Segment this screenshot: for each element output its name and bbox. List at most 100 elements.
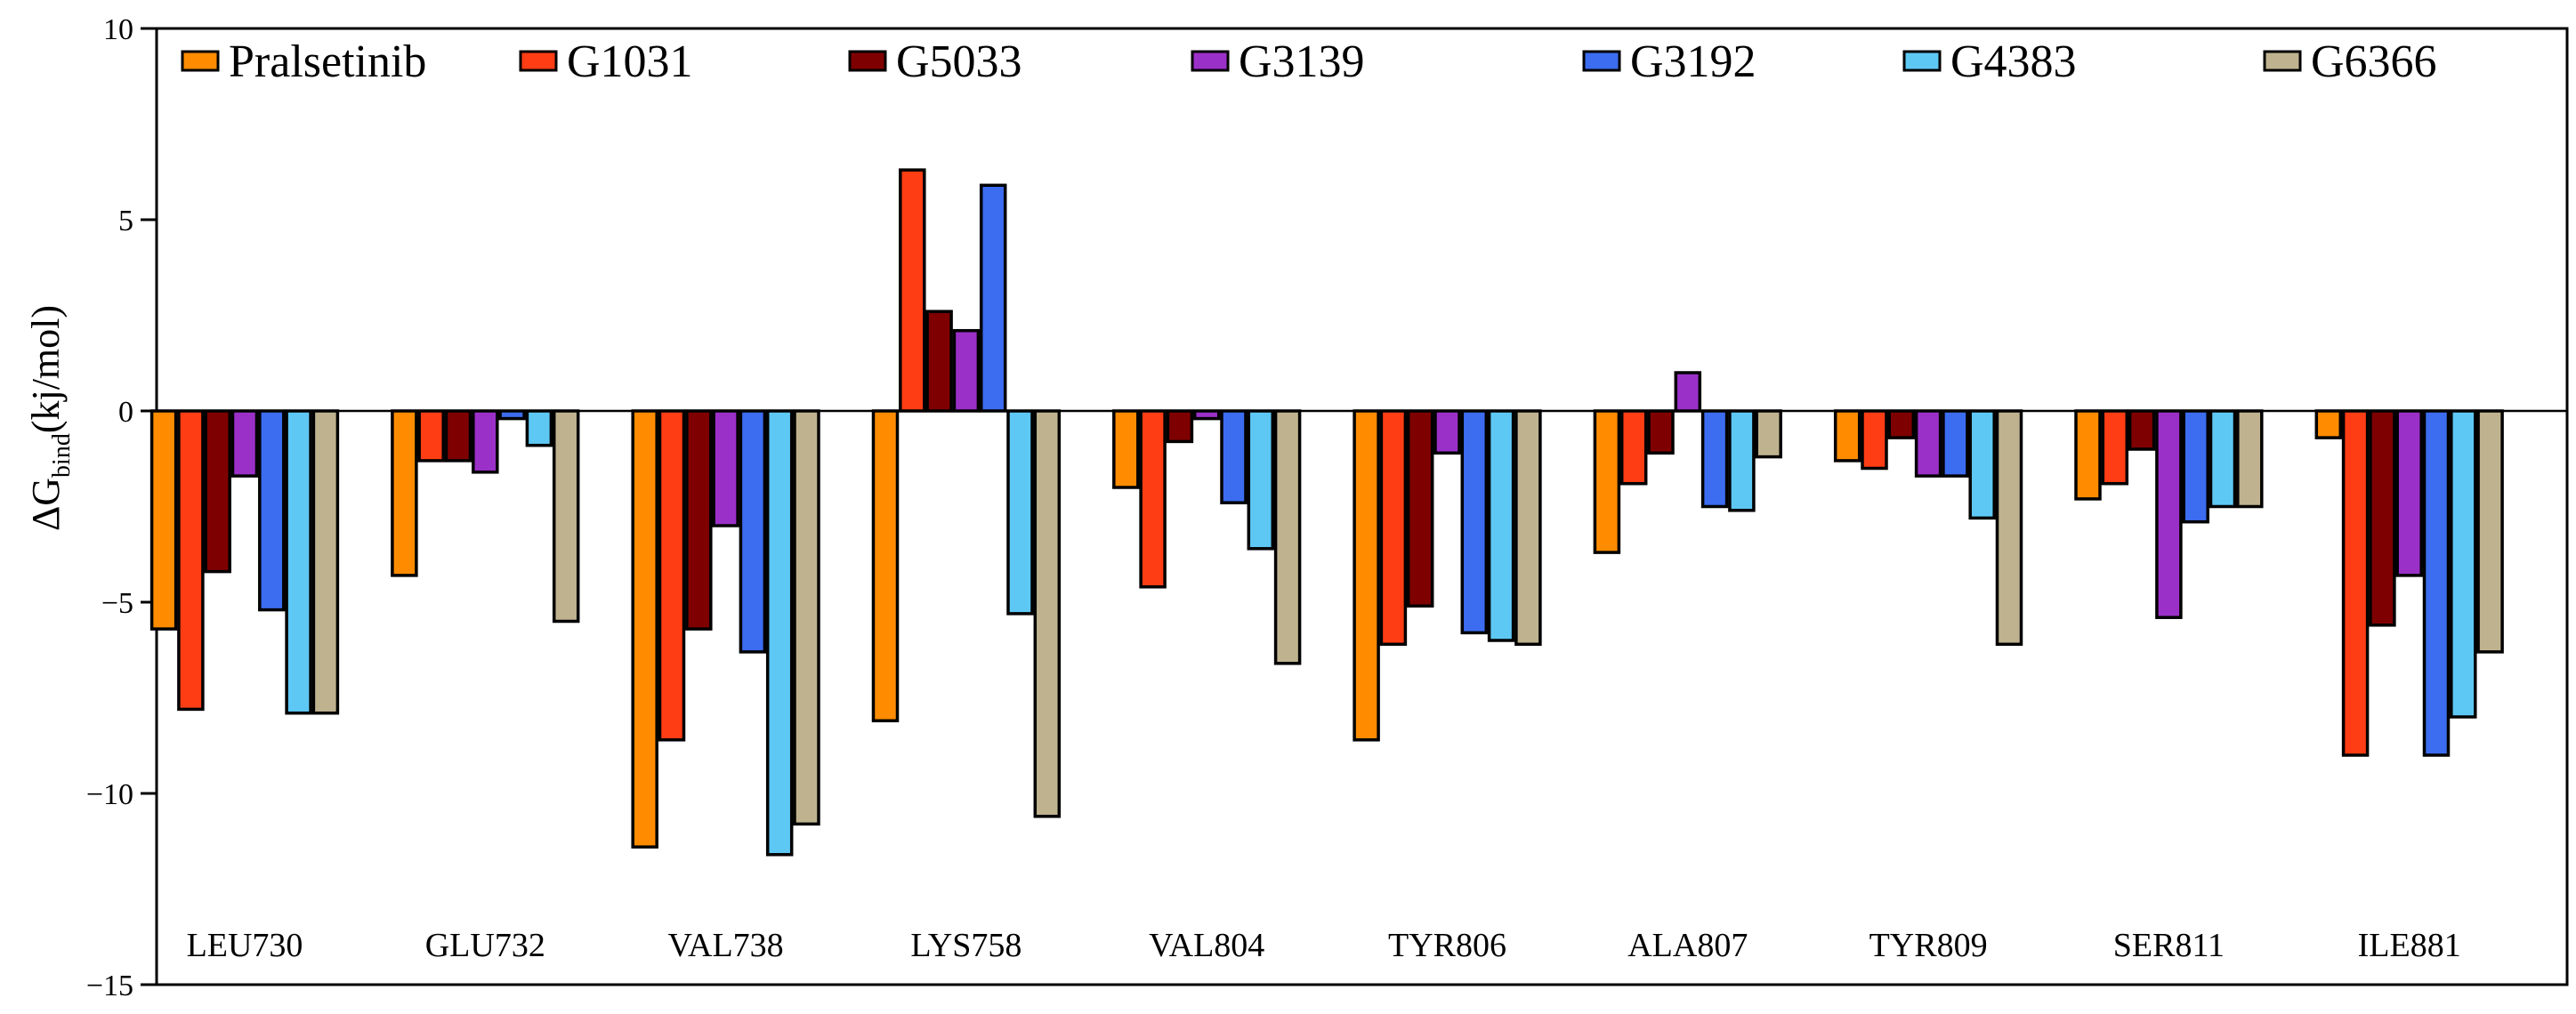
legend-label-pralsetinib: Pralsetinib (229, 36, 426, 87)
category-labels: LEU730 GLU732 VAL738 LYS758 VAL804 TYR806 ALA8… (187, 927, 2461, 964)
bars (149, 168, 2504, 857)
bar-pralsetinib-ile881 (2314, 409, 2343, 439)
bar-g1031-ile881 (2341, 409, 2370, 757)
bar-g4383-ala807 (1728, 409, 1756, 512)
bar-g3192-tyr809 (1942, 409, 1969, 478)
y-tick-label: −10 (86, 778, 133, 811)
bar-pralsetinib-leu730 (149, 409, 178, 631)
bar-g3192-val804 (1220, 409, 1248, 504)
bar-g3192-leu730 (258, 409, 286, 612)
bar-g5033-glu732 (444, 409, 472, 463)
bar-g6366-ile881 (2476, 409, 2504, 654)
bar-pralsetinib-tyr809 (1833, 409, 1861, 463)
legend-swatch-g6366 (2263, 50, 2302, 72)
bar-pralsetinib-val804 (1112, 409, 1140, 489)
bar-g1031-leu730 (177, 409, 205, 712)
legend-swatch-g4383 (1902, 50, 1942, 72)
bar-g6366-glu732 (552, 409, 580, 624)
bar-pralsetinib-tyr806 (1353, 409, 1380, 742)
bar-g3192-ser811 (2182, 409, 2209, 524)
bar-g5033-ile881 (2369, 409, 2396, 627)
bar-g3139-ile881 (2395, 409, 2423, 577)
bar-g3139-val804 (1192, 409, 1221, 421)
category-label-ser811: SER811 (2113, 927, 2225, 964)
bar-g3139-val738 (712, 409, 739, 527)
y-tick-label: −5 (101, 587, 133, 620)
category-label-val738: VAL738 (667, 927, 783, 964)
bar-g3192-tyr806 (1460, 409, 1489, 635)
bar-g5033-lys758 (925, 310, 953, 413)
bar-pralsetinib-glu732 (391, 409, 418, 577)
bar-g4383-val738 (765, 409, 794, 857)
bar-g6366-ala807 (1755, 409, 1782, 459)
y-tick-label: 0 (118, 396, 133, 429)
legend-label-g1031: G1031 (567, 36, 693, 87)
bar-g5033-ser811 (2128, 409, 2156, 451)
bar-g3192-glu732 (498, 409, 526, 421)
y-tick-label: 5 (118, 205, 133, 237)
legend-swatch-g5033 (848, 50, 887, 72)
legend-label-g4383: G4383 (1950, 36, 2077, 87)
bar-g5033-ala807 (1647, 409, 1675, 455)
bar-g1031-val738 (658, 409, 686, 742)
category-label-val804: VAL804 (1149, 927, 1264, 964)
bar-g3139-lys758 (952, 328, 981, 413)
bar-pralsetinib-val738 (631, 409, 658, 849)
bar-g1031-tyr806 (1379, 409, 1408, 647)
legend-label-g5033: G5033 (896, 36, 1022, 87)
y-axis-label-subscript: bind (48, 433, 76, 478)
bar-g1031-ala807 (1619, 409, 1648, 486)
y-tick-label: −15 (86, 970, 133, 1002)
bar-g1031-ser811 (2101, 409, 2129, 486)
bar-g6366-val804 (1273, 409, 1302, 665)
bar-g6366-tyr809 (1995, 409, 2023, 647)
bar-g5033-val804 (1166, 409, 1194, 444)
bar-g4383-val804 (1247, 409, 1275, 551)
bar-g3192-val738 (739, 409, 767, 654)
bar-g3192-ile881 (2422, 409, 2451, 757)
bar-pralsetinib-ser811 (2074, 409, 2102, 501)
bar-pralsetinib-ala807 (1593, 409, 1621, 554)
bar-g6366-ser811 (2236, 409, 2264, 509)
bar-g3139-ser811 (2155, 409, 2183, 619)
bar-g4383-ile881 (2450, 409, 2477, 719)
category-label-ala807: ALA807 (1627, 927, 1748, 964)
y-axis-label-prefix: ΔG (24, 478, 68, 531)
bar-g5033-leu730 (204, 409, 231, 574)
bar-g5033-tyr809 (1887, 409, 1916, 439)
y-tick-label: 10 (103, 13, 133, 46)
category-label-tyr806: TYR806 (1388, 927, 1506, 964)
bar-g1031-lys758 (899, 168, 926, 413)
legend-label-g3139: G3139 (1239, 36, 1365, 87)
y-axis-label-suffix: (kj/mol) (24, 305, 68, 433)
bar-g3192-ala807 (1700, 409, 1729, 509)
bar-g4383-tyr806 (1487, 409, 1515, 642)
category-label-lys758: LYS758 (910, 927, 1022, 964)
bar-g3139-tyr806 (1433, 409, 1461, 455)
bar-g3139-glu732 (472, 409, 499, 474)
legend-swatch-pralsetinib (181, 50, 220, 72)
bar-g6366-tyr806 (1514, 409, 1542, 647)
bar-g5033-tyr806 (1406, 409, 1434, 608)
category-label-glu732: GLU732 (425, 927, 545, 964)
bar-g6366-leu730 (311, 409, 340, 715)
bar-g3139-leu730 (230, 409, 259, 478)
bar-g3139-ala807 (1674, 371, 1702, 413)
bar-g3192-lys758 (979, 183, 1007, 413)
bar-g1031-val804 (1139, 409, 1167, 589)
legend: Pralsetinib G1031 G5033 G3139 G3192 G4383 G636… (181, 36, 2437, 87)
bar-g4383-glu732 (525, 409, 553, 447)
category-label-tyr809: TYR809 (1869, 927, 1988, 964)
legend-label-g6366: G6366 (2311, 36, 2437, 87)
legend-label-g3192: G3192 (1630, 36, 1756, 87)
bar-g4383-leu730 (285, 409, 312, 715)
legend-swatch-g1031 (519, 50, 558, 72)
y-axis-label: ΔGbind(kj/mol) (24, 305, 76, 531)
bar-g5033-val738 (685, 409, 713, 631)
bar-g6366-lys758 (1033, 409, 1062, 818)
bar-g1031-glu732 (417, 409, 445, 463)
bar-g3139-tyr809 (1914, 409, 1942, 478)
category-label-leu730: LEU730 (187, 927, 303, 964)
